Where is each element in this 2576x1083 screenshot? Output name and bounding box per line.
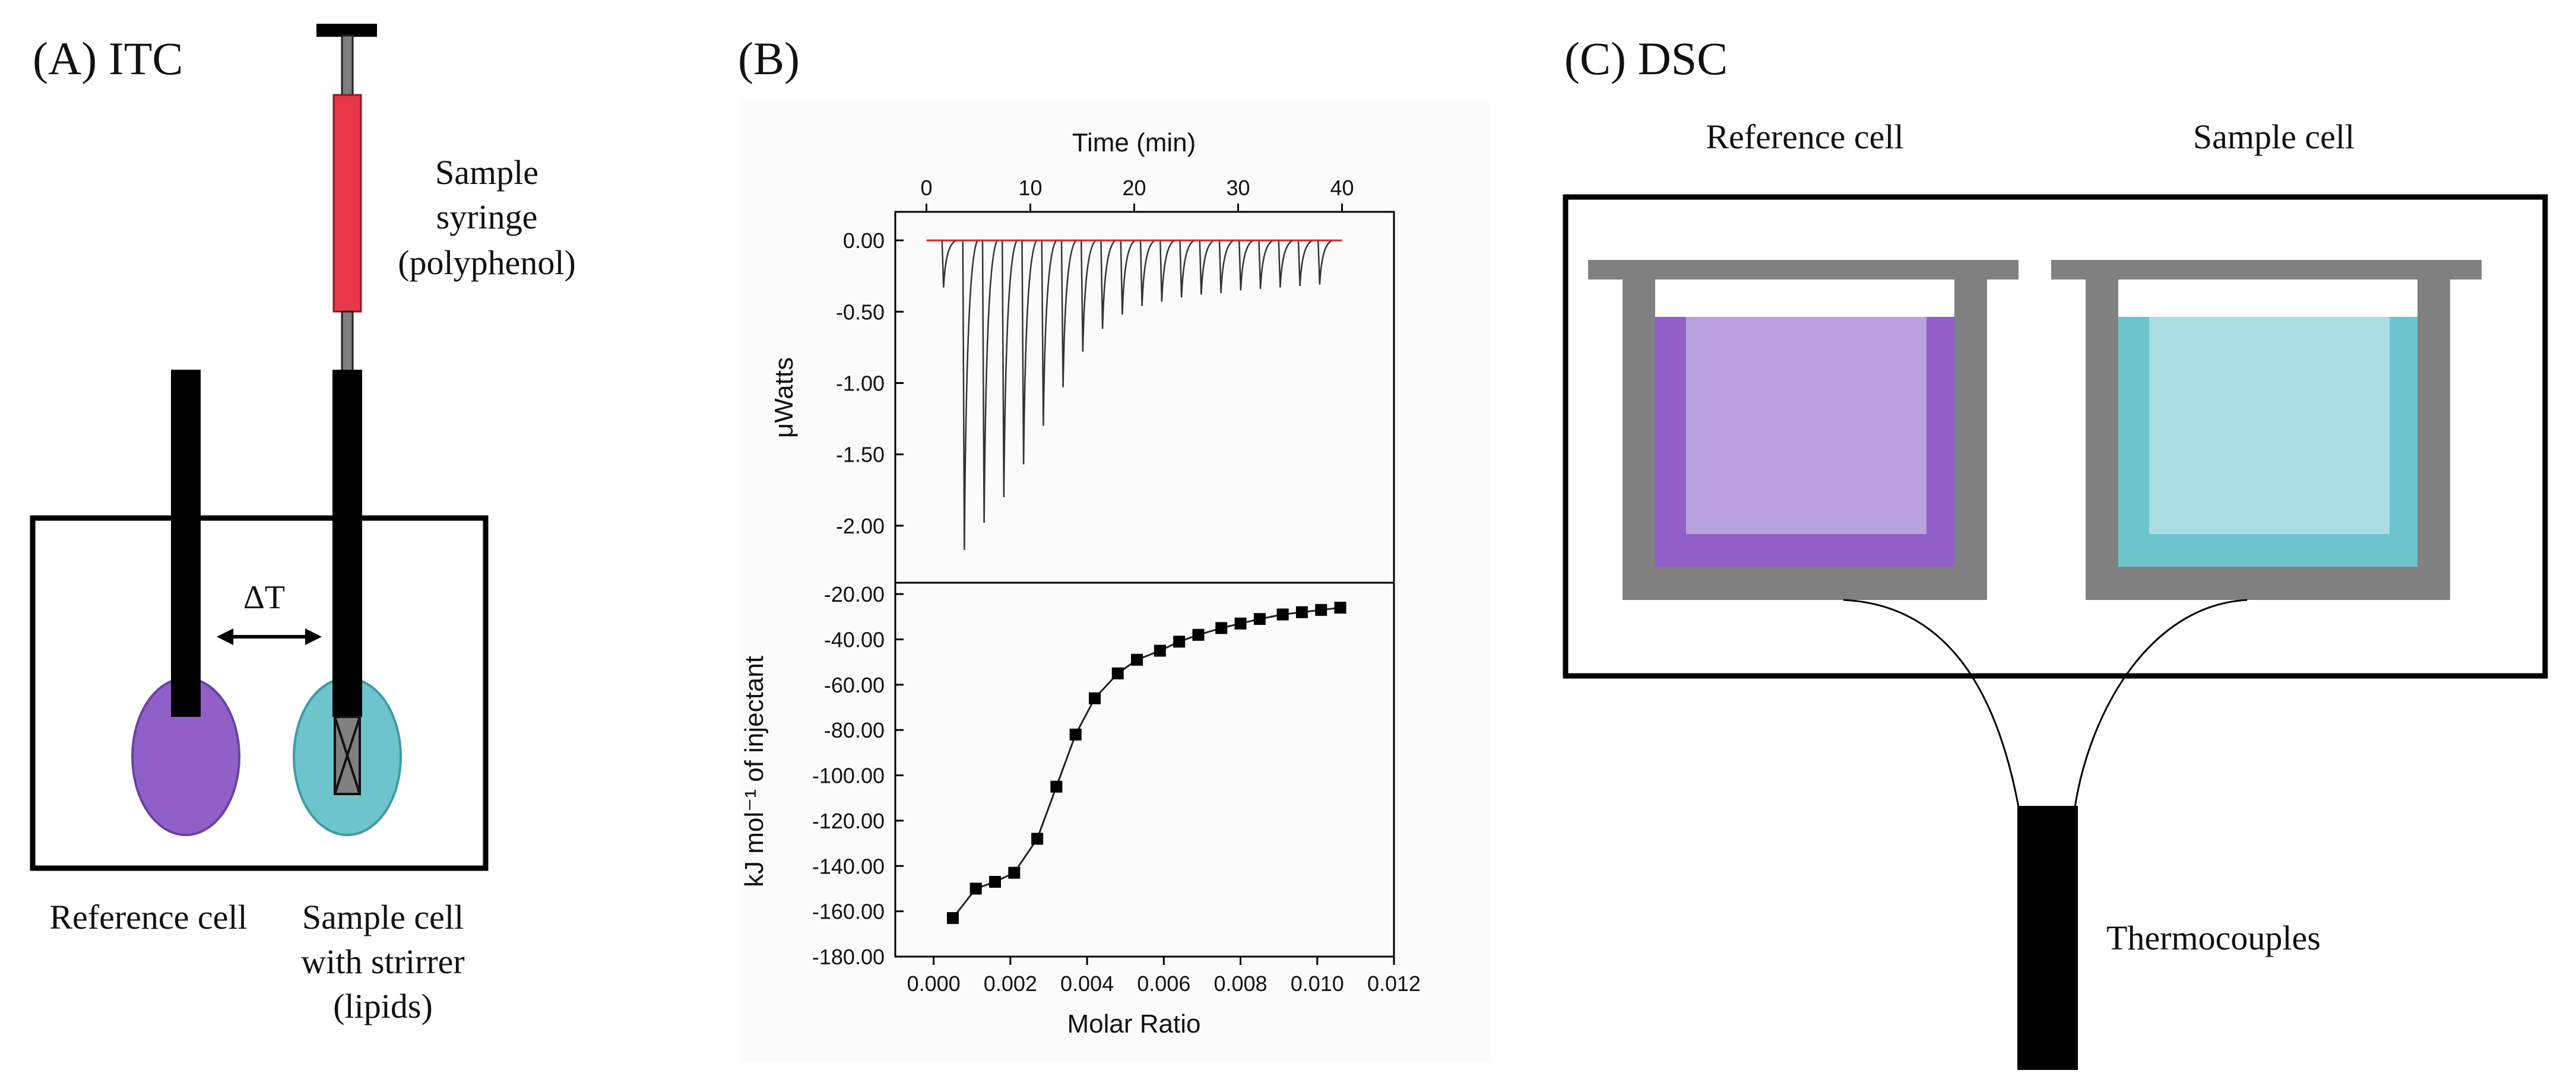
thermogram-x-tick-label: 20	[1122, 176, 1146, 200]
thermocouple-wire-reference	[1843, 599, 2020, 808]
syringe-label-line3: (polyphenol)	[398, 243, 576, 282]
delta-t-label: ΔT	[243, 579, 285, 616]
isotherm-data-point	[1295, 606, 1308, 618]
thermogram-x-tick-label: 40	[1330, 176, 1354, 200]
thermocouple-block	[2017, 806, 2078, 1070]
thermogram-plot: Time (min) μWatts 0 10 20 30 40 0.00 -0.50 -1.…	[769, 128, 1395, 584]
syringe-rod-upper	[341, 34, 354, 96]
itc-sample-label-line2: with strirrer	[301, 942, 464, 981]
isotherm-y-tick-label: -60.00	[824, 673, 885, 697]
delta-t-arrow	[217, 628, 322, 645]
thermogram-y-tick-label: -1.00	[836, 371, 885, 395]
isotherm-x-tick-label: 0.000	[907, 971, 961, 996]
syringe-rod-lower	[341, 310, 354, 372]
isotherm-data-point	[1031, 833, 1044, 845]
thermogram-x-tick-label: 0	[920, 176, 932, 200]
syringe-plunger-cap	[316, 24, 377, 37]
dsc-sample-cell	[2051, 260, 2482, 600]
itc-reference-label: Reference cell	[49, 898, 247, 936]
isotherm-y-tick-label: -140.00	[812, 854, 885, 878]
isotherm-data-point	[1173, 636, 1186, 648]
panel-a-itc: (A) ITC Sample syringe (polyphenol) ΔT	[30, 24, 576, 1025]
thermogram-y-tick-label: -2.00	[836, 514, 885, 538]
itc-sample-label-line1: Sample cell	[302, 898, 464, 936]
isotherm-data-point	[1234, 617, 1247, 630]
isotherm-y-tick-label: -120.00	[812, 809, 885, 833]
panel-b-itc-data: (B) Time (min) μWatts 0 10 20 30 40 0.00 -0.5…	[738, 33, 1490, 1062]
itc-sample-probe	[332, 370, 362, 717]
panel-b-title: (B)	[738, 33, 800, 84]
thermogram-y-tick-label: -1.50	[836, 443, 885, 467]
isotherm-x-tick-label: 0.002	[984, 971, 1037, 996]
isotherm-x-tick-label: 0.006	[1137, 971, 1190, 996]
isotherm-x-label: Molar Ratio	[1067, 1009, 1201, 1038]
isotherm-x-tick-label: 0.012	[1367, 971, 1421, 996]
dsc-sample-label: Sample cell	[2193, 117, 2355, 156]
isotherm-data-point	[1050, 780, 1063, 793]
isotherm-data-point	[1334, 602, 1346, 614]
isotherm-data-point	[1008, 866, 1021, 879]
isotherm-y-tick-label: -20.00	[824, 582, 885, 606]
syringe-label-line1: Sample	[435, 153, 538, 192]
isotherm-data-point	[1069, 728, 1082, 741]
thermogram-x-tick-label: 30	[1226, 176, 1250, 200]
dsc-reference-label: Reference cell	[1706, 117, 1903, 156]
stirrer-icon	[334, 716, 361, 795]
thermocouples-label: Thermocouples	[2106, 919, 2321, 957]
isotherm-data-point	[946, 912, 959, 925]
thermogram-x-tick-label: 10	[1018, 176, 1042, 200]
isotherm-x-tick-label: 0.008	[1213, 971, 1267, 996]
isotherm-data-point	[1215, 622, 1228, 634]
isotherm-y-label: kJ mol⁻¹ of injectant	[740, 656, 769, 887]
isotherm-data-point	[1131, 653, 1143, 666]
thermogram-x-label: Time (min)	[1072, 128, 1196, 157]
isotherm-frame	[894, 582, 1395, 958]
isotherm-y-tick-label: -40.00	[824, 627, 885, 652]
isotherm-y-tick-label: -80.00	[824, 718, 885, 742]
thermogram-y-tick-label: -0.50	[836, 300, 885, 324]
itc-sample-label-line3: (lipids)	[333, 987, 433, 1025]
isotherm-data-point	[989, 876, 1001, 888]
itc-reference-probe	[171, 370, 201, 717]
panel-c-title: (C) DSC	[1564, 33, 1728, 84]
isotherm-y-tick-label: -160.00	[812, 900, 885, 924]
isotherm-x-tick-label: 0.010	[1291, 971, 1344, 996]
isotherm-data-point	[969, 882, 982, 895]
dsc-reference-cell	[1588, 260, 2019, 600]
panel-c-dsc: (C) DSC Reference cell Sample cell Therm…	[1563, 33, 2548, 1070]
isotherm-x-tick-label: 0.004	[1060, 971, 1114, 996]
syringe-label-line2: syringe	[436, 198, 538, 236]
isotherm-data-point	[1154, 644, 1166, 657]
isotherm-data-point	[1315, 604, 1327, 616]
isotherm-data-point	[1192, 628, 1205, 641]
thermocouple-wire-sample	[2074, 599, 2248, 808]
isotherm-y-tick-label: -180.00	[812, 945, 885, 969]
chart-background	[742, 101, 1490, 1062]
syringe-barrel	[332, 94, 362, 313]
isotherm-data-point	[1276, 608, 1289, 621]
panel-a-title: (A) ITC	[33, 33, 183, 84]
itc-calorimeter-box	[30, 515, 489, 871]
thermogram-y-tick-label: 0.00	[843, 228, 885, 253]
isotherm-data-point	[1253, 613, 1266, 625]
dsc-enclosure-box	[1563, 194, 2548, 679]
binding-isotherm-plot: Molar Ratio kJ mol⁻¹ of injectant 0.000 0…	[740, 582, 1421, 1038]
isotherm-data-point	[1089, 692, 1101, 704]
isotherm-y-tick-label: -100.00	[812, 764, 885, 788]
isotherm-data-point	[1111, 667, 1124, 679]
thermogram-y-label: μWatts	[769, 357, 799, 438]
